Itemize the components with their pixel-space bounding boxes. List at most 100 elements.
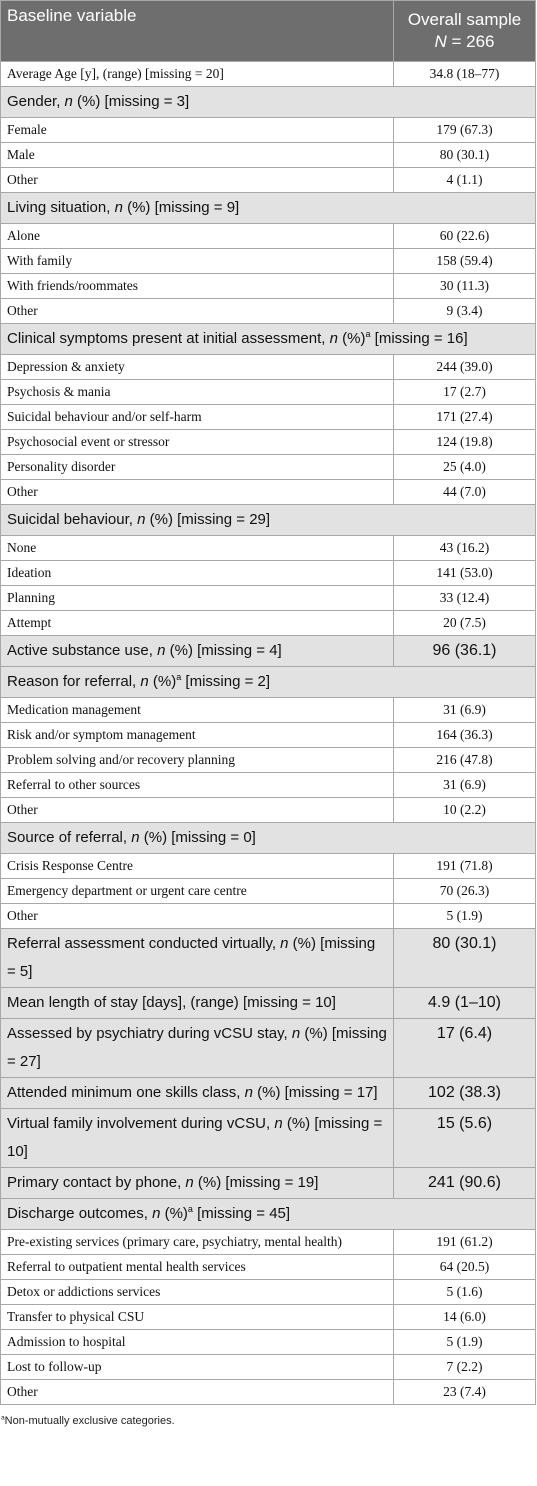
text-part: Source of referral, (7, 829, 132, 846)
item-row: Other 44 (7.0) (0, 479, 536, 505)
italic-part: n (280, 935, 289, 952)
value-cell: 25 (4.0) (393, 454, 536, 480)
value-cell: 179 (67.3) (393, 117, 536, 143)
value-cell: 9 (3.4) (393, 298, 536, 324)
text-part: Non-mutually exclusive categories. (4, 1415, 175, 1427)
value-cell: 191 (71.8) (393, 853, 536, 879)
item-row: Alone 60 (22.6) (0, 223, 536, 249)
section-row: Source of referral, n (%) [missing = 0] (0, 822, 536, 854)
superscript: a (1, 1414, 5, 1422)
label-cell: Other (0, 167, 394, 193)
text-part: Referral to outpatient mental health ser… (7, 1259, 246, 1274)
label-cell: Primary contact by phone, n (%) [missing… (0, 1167, 394, 1199)
section-value-row: Referral assessment conducted virtually,… (0, 928, 536, 988)
text-part: = 266 (446, 32, 495, 51)
text-part: Male (7, 147, 35, 162)
value-cell: 5 (1.9) (393, 903, 536, 929)
item-row: With friends/roommates 30 (11.3) (0, 273, 536, 299)
text-part: Crisis Response Centre (7, 858, 133, 873)
text-part: Emergency department or urgent care cent… (7, 883, 247, 898)
label-cell: Suicidal behaviour and/or self-harm (0, 404, 394, 430)
text-part: Detox or addictions services (7, 1284, 161, 1299)
item-row: Risk and/or symptom management 164 (36.3) (0, 722, 536, 748)
label-cell: None (0, 535, 394, 561)
label-cell: Other (0, 1379, 394, 1405)
text-part: Other (7, 1384, 38, 1399)
item-row: Transfer to physical CSU 14 (6.0) (0, 1304, 536, 1330)
label-cell: Other (0, 797, 394, 823)
value-cell: 31 (6.9) (393, 697, 536, 723)
italic-part: n (64, 93, 73, 110)
value-cell: 23 (7.4) (393, 1379, 536, 1405)
header-text: Overall sample (407, 10, 522, 29)
label-cell: Crisis Response Centre (0, 853, 394, 879)
text-part: Gender, (7, 93, 65, 110)
text-part: Referral assessment conducted virtually, (7, 935, 281, 952)
item-row: Problem solving and/or recovery planning… (0, 747, 536, 773)
item-row: Other 23 (7.4) (0, 1379, 536, 1405)
italic-part: n (329, 330, 338, 347)
text-part: Living situation, (7, 199, 115, 216)
text-part: Other (7, 172, 38, 187)
text-part: With family (7, 253, 73, 268)
text-part: Suicidal behaviour, (7, 511, 138, 528)
label-cell: Detox or addictions services (0, 1279, 394, 1305)
italic-part: N (434, 32, 447, 51)
text-part: With friends/roommates (7, 278, 139, 293)
section-value-row: Primary contact by phone, n (%) [missing… (0, 1167, 536, 1199)
label-cell: Clinical symptoms present at initial ass… (0, 323, 536, 355)
label-cell: Living situation, n (%) [missing = 9] (0, 192, 536, 224)
item-row: Other 9 (3.4) (0, 298, 536, 324)
value-cell: 60 (22.6) (393, 223, 536, 249)
text-part: Attended minimum one skills class, (7, 1084, 245, 1101)
label-cell: Referral to outpatient mental health ser… (0, 1254, 394, 1280)
value-cell: 80 (30.1) (393, 928, 536, 988)
value-cell: 216 (47.8) (393, 747, 536, 773)
text-part: Transfer to physical CSU (7, 1309, 145, 1324)
header-cell: Overall sample N = 266 (393, 0, 536, 62)
item-row: Ideation 141 (53.0) (0, 560, 536, 586)
item-row: Psychosis & mania 17 (2.7) (0, 379, 536, 405)
text-part: (%) (160, 1205, 188, 1222)
text-part: Clinical symptoms present at initial ass… (7, 330, 330, 347)
table-body: Baseline variable Overall sample N = 266 … (0, 0, 536, 1405)
label-cell: Psychosocial event or stressor (0, 429, 394, 455)
label-cell: Virtual family involvement during vCSU, … (0, 1108, 394, 1168)
label-cell: Medication management (0, 697, 394, 723)
label-cell: Depression & anxiety (0, 354, 394, 380)
text-part: [missing = 2] (181, 673, 271, 690)
value-cell: 5 (1.6) (393, 1279, 536, 1305)
item-row: Other 5 (1.9) (0, 903, 536, 929)
item-row: None 43 (16.2) (0, 535, 536, 561)
label-cell: Reason for referral, n (%)a [missing = 2… (0, 666, 536, 698)
value-cell: 4.9 (1–10) (393, 987, 536, 1019)
value-cell: 34.8 (18–77) (393, 61, 536, 87)
text-part: Problem solving and/or recovery planning (7, 752, 235, 767)
text-part: Risk and/or symptom management (7, 727, 196, 742)
value-cell: 171 (27.4) (393, 404, 536, 430)
text-part: (%) [missing = 19] (193, 1174, 319, 1191)
item-row: Crisis Response Centre 191 (71.8) (0, 853, 536, 879)
item-row: Female 179 (67.3) (0, 117, 536, 143)
text-part: None (7, 540, 37, 555)
value-cell: 141 (53.0) (393, 560, 536, 586)
section-row: Living situation, n (%) [missing = 9] (0, 192, 536, 224)
text-part: Other (7, 802, 38, 817)
text-part: (%) (337, 330, 366, 347)
value-cell: 17 (6.4) (393, 1018, 536, 1078)
value-cell: 124 (19.8) (393, 429, 536, 455)
header-row: Baseline variable Overall sample N = 266 (0, 0, 536, 62)
label-cell: Ideation (0, 560, 394, 586)
text-part: Psychosis & mania (7, 384, 111, 399)
italic-part: n (157, 642, 166, 659)
italic-part: n (114, 199, 123, 216)
value-cell: 33 (12.4) (393, 585, 536, 611)
item-row: Detox or addictions services 5 (1.6) (0, 1279, 536, 1305)
section-value-row: Assessed by psychiatry during vCSU stay,… (0, 1018, 536, 1078)
value-cell: 44 (7.0) (393, 479, 536, 505)
text-part: Lost to follow-up (7, 1359, 102, 1374)
italic-part: n (137, 511, 146, 528)
italic-part: n (244, 1084, 253, 1101)
item-row: Personality disorder 25 (4.0) (0, 454, 536, 480)
